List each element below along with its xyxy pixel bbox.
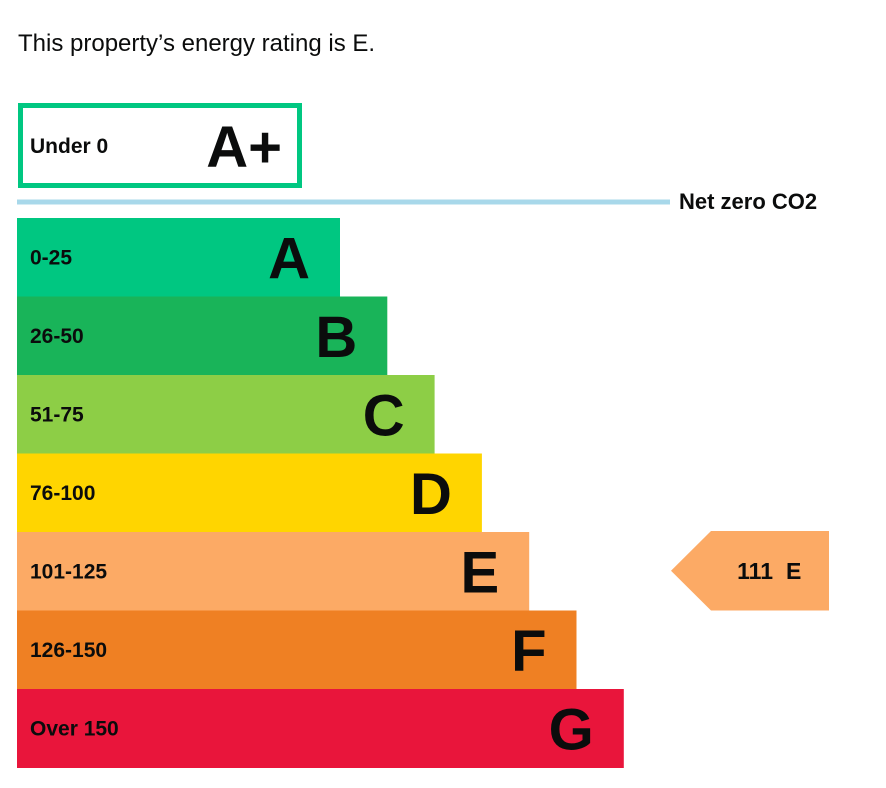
aplus-band-letter: A+ [206,115,282,180]
band-g-letter: G [549,697,594,762]
band-b-bar [17,296,388,376]
band-d-range: 76-100 [30,482,95,505]
band-d-bar [17,453,482,533]
current-rating-letter: E [786,558,801,584]
net-zero-label: Net zero CO2 [679,189,817,214]
band-e-range: 101-125 [30,560,107,583]
band-f-bar [17,610,577,690]
rating-bands: 0-25 A 26-50 B 51-75 C 76-100 D 101-125 E 126-150 F… [17,218,624,768]
energy-rating-statement: This property’s energy rating is E. [18,30,376,57]
band-c-bar [17,375,435,454]
band-f-letter: F [511,619,546,684]
band-g-bar [17,689,624,768]
band-a-bar [17,218,340,297]
current-rating-score: 111 [737,558,773,584]
aplus-band-box [18,103,302,188]
current-rating-arrow [671,531,829,611]
band-e-letter: E [461,540,500,605]
band-b-letter: B [315,305,357,370]
band-e-bar [17,532,530,611]
aplus-range-label: Under 0 [30,135,108,158]
band-a-range: 0-25 [30,246,72,269]
band-g-range: Over 150 [30,717,119,740]
band-b-range: 26-50 [30,325,84,348]
band-c-range: 51-75 [30,403,84,426]
band-f-range: 126-150 [30,639,107,662]
current-rating-pointer: 111 E [671,531,829,611]
band-c-letter: C [363,383,405,448]
band-a-letter: A [268,226,310,291]
band-d-letter: D [410,462,452,527]
